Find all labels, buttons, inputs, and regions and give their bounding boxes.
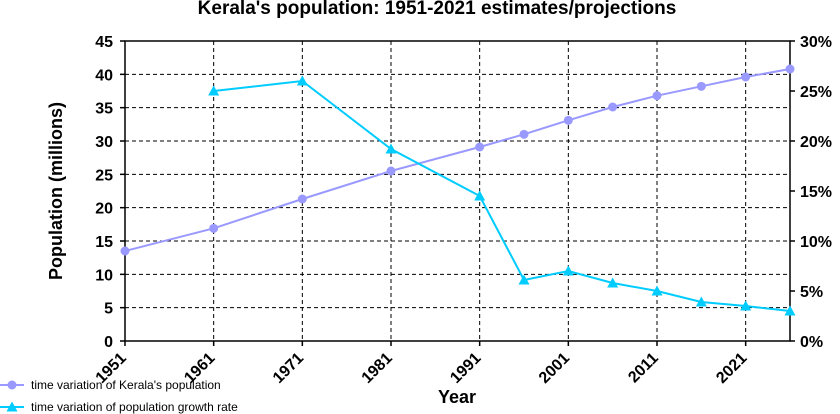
data-point bbox=[475, 142, 485, 152]
legend-item: time variation of population growth rate bbox=[0, 400, 238, 414]
legend-label: time variation of population growth rate bbox=[31, 400, 238, 414]
data-point bbox=[386, 166, 396, 176]
data-point bbox=[607, 277, 619, 288]
data-point bbox=[741, 72, 751, 82]
data-point bbox=[518, 274, 530, 285]
left-tick-label: 15 bbox=[95, 234, 113, 251]
y-axis-title: Population (millions) bbox=[46, 102, 66, 280]
right-tick-label: 20% bbox=[800, 134, 832, 151]
series-1 bbox=[120, 64, 795, 256]
series-line bbox=[124, 68, 791, 252]
data-point bbox=[296, 75, 308, 86]
right-tick-label: 30% bbox=[800, 34, 832, 51]
plot-area-frame bbox=[124, 40, 791, 342]
left-tick-label: 30 bbox=[95, 134, 113, 151]
right-tick-label: 5% bbox=[800, 284, 823, 301]
left-tick-label: 35 bbox=[95, 101, 113, 118]
data-point bbox=[695, 296, 707, 307]
series-2 bbox=[208, 75, 796, 316]
left-tick-label: 40 bbox=[95, 67, 113, 84]
data-point bbox=[696, 81, 706, 91]
data-point bbox=[209, 223, 219, 233]
left-tick-label: 5 bbox=[104, 301, 113, 318]
data-point bbox=[208, 85, 220, 96]
data-point bbox=[740, 300, 752, 311]
x-tick-label: 2001 bbox=[536, 350, 573, 387]
data-point bbox=[563, 115, 573, 125]
legend-marker bbox=[6, 401, 18, 412]
legend: time variation of Kerala's population tim… bbox=[0, 378, 238, 414]
data-point bbox=[652, 91, 662, 101]
left-tick-label: 10 bbox=[95, 267, 113, 284]
data-point bbox=[385, 143, 397, 154]
data-point bbox=[651, 285, 663, 296]
legend-item: time variation of Kerala's population bbox=[0, 378, 221, 392]
chart-title: Kerala's population: 1951-2021 estimates… bbox=[198, 0, 677, 19]
left-y-axis: 0 5 10 15 20 25 30 35 40 45 bbox=[95, 34, 125, 351]
legend-label: time variation of Kerala's population bbox=[31, 378, 221, 392]
x-axis-title: Year bbox=[438, 387, 476, 407]
x-tick-label: 2021 bbox=[713, 350, 750, 387]
right-tick-label: 10% bbox=[800, 234, 832, 251]
right-tick-label: 25% bbox=[800, 84, 832, 101]
left-tick-label: 0 bbox=[104, 334, 113, 351]
right-y-axis: 0% 5% 10% 15% 20% 25% 30% bbox=[790, 34, 832, 351]
data-point bbox=[785, 64, 795, 74]
x-tick-label: 1971 bbox=[270, 350, 307, 387]
data-point bbox=[297, 194, 307, 204]
data-point bbox=[519, 129, 529, 139]
data-point bbox=[562, 265, 574, 276]
x-tick-label: 1991 bbox=[447, 350, 484, 387]
left-tick-label: 45 bbox=[95, 34, 113, 51]
data-point bbox=[474, 190, 486, 201]
series-layer bbox=[120, 64, 796, 316]
x-tick-label: 2011 bbox=[625, 350, 662, 387]
x-tick-label: 1981 bbox=[359, 350, 396, 387]
data-point bbox=[120, 246, 130, 256]
data-point bbox=[608, 102, 618, 112]
grid bbox=[125, 41, 790, 341]
left-tick-label: 20 bbox=[95, 201, 113, 218]
data-point bbox=[784, 305, 796, 316]
legend-marker bbox=[7, 380, 17, 390]
right-tick-label: 0% bbox=[800, 334, 823, 351]
right-tick-label: 15% bbox=[800, 184, 832, 201]
left-tick-label: 25 bbox=[95, 167, 113, 184]
